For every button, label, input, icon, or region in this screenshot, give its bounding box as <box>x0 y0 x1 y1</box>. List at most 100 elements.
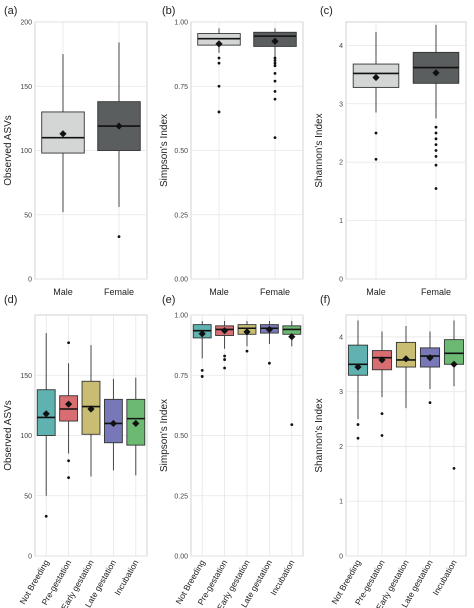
outlier-point <box>217 110 221 114</box>
outlier-point <box>223 354 227 358</box>
y-tick-label: 3 <box>339 101 343 108</box>
y-tick-label: 0.25 <box>174 493 188 500</box>
box-pre-gestation <box>371 331 393 437</box>
y-tick-label: 0.75 <box>174 373 188 380</box>
outlier-point <box>374 157 378 161</box>
panel-2: (b) 0.00 0.25 0.50 0.75 1.00 Simpson's Index Ma… <box>159 5 304 297</box>
panel-label: (e) <box>162 294 175 306</box>
outlier-point <box>245 349 249 353</box>
y-axis-label: Shannon's Index <box>314 398 325 472</box>
y-tick-label: 1.00 <box>174 20 188 27</box>
outlier-point <box>217 84 221 88</box>
box-not-breeding <box>192 321 212 378</box>
mean-marker <box>354 363 362 371</box>
mean-marker <box>115 122 123 130</box>
mean-marker <box>132 419 140 428</box>
mean-marker <box>288 333 296 341</box>
y-axis-label: Observed ASVs <box>3 400 14 471</box>
box-late-gestation <box>259 321 279 365</box>
box-pre-gestation <box>59 341 79 480</box>
outlier-point <box>273 64 277 68</box>
y-tick-label: 1.00 <box>174 313 188 320</box>
mean-marker <box>378 356 386 364</box>
y-tick-label: 50 <box>24 493 32 500</box>
outlier-point <box>434 154 438 158</box>
outlier-point <box>273 72 277 75</box>
outlier-point <box>356 436 360 440</box>
x-category-label: Male <box>209 287 229 297</box>
panel-label: (c) <box>320 5 333 17</box>
y-axis-label: Simpson's Index <box>159 399 170 472</box>
outlier-point <box>428 401 432 405</box>
outlier-point <box>434 143 438 147</box>
x-category-label: Male <box>53 287 73 297</box>
mean-marker <box>265 325 273 334</box>
outlier-point <box>223 358 227 361</box>
box-body <box>443 339 465 365</box>
outlier-point <box>200 375 204 378</box>
y-tick-label: 0 <box>28 554 32 561</box>
y-tick-label: 0.50 <box>174 148 188 155</box>
mean-marker <box>87 405 95 413</box>
y-axis-label: Shannon's Index <box>314 113 325 187</box>
outlier-point <box>380 434 384 437</box>
mean-marker <box>221 327 229 335</box>
box-female <box>253 28 297 140</box>
box-male <box>352 31 400 161</box>
x-category-label: Female <box>421 287 451 297</box>
box-not-breeding <box>347 320 369 440</box>
y-tick-label: 1 <box>339 218 343 225</box>
box-not-breeding <box>36 333 56 518</box>
mean-marker <box>426 354 434 362</box>
mean-marker <box>59 130 67 138</box>
outlier-point <box>273 56 277 60</box>
mean-marker <box>42 410 50 418</box>
panel-label: (d) <box>4 294 17 306</box>
mean-marker <box>198 330 206 338</box>
outlier-point <box>374 131 378 135</box>
mean-marker <box>450 360 458 368</box>
y-tick-label: 1 <box>339 499 343 506</box>
y-tick-label: 150 <box>20 373 32 380</box>
y-axis-label: Simpson's Index <box>159 114 170 187</box>
mean-marker <box>372 73 380 82</box>
outlier-point <box>434 131 438 135</box>
box-male <box>197 28 241 114</box>
y-tick-label: 0.50 <box>174 433 188 440</box>
y-tick-label: 2 <box>339 444 343 451</box>
box-late-gestation <box>419 331 441 405</box>
outlier-point <box>434 187 438 190</box>
y-tick-label: 150 <box>20 84 32 91</box>
y-tick-label: 4 <box>339 334 343 341</box>
y-axis-label: Observed ASVs <box>3 115 14 186</box>
box-incubation <box>443 320 465 470</box>
outlier-point <box>434 125 438 129</box>
outlier-point <box>200 369 204 372</box>
outlier-point <box>273 79 277 83</box>
outlier-point <box>273 136 277 140</box>
panel-label: (a) <box>4 5 17 17</box>
box-early-gestation <box>395 325 417 409</box>
mean-marker <box>65 400 73 408</box>
outlier-point <box>290 423 294 427</box>
outlier-point <box>273 89 277 93</box>
panel-3: (c) 0 1 2 3 4 Shannon's Index Male Female <box>314 5 467 297</box>
outlier-point <box>273 97 277 101</box>
y-tick-label: 0 <box>339 554 343 561</box>
box-female <box>97 42 141 238</box>
outlier-point <box>452 466 456 470</box>
box-male <box>41 54 85 213</box>
outlier-point <box>67 341 70 345</box>
y-tick-label: 100 <box>20 433 32 440</box>
box-early-gestation <box>237 321 257 353</box>
mean-marker <box>432 69 440 77</box>
y-tick-label: 0.00 <box>174 277 188 284</box>
panel-label: (f) <box>320 294 330 306</box>
outlier-point <box>273 61 277 65</box>
outlier-point <box>117 235 121 238</box>
outlier-point <box>434 163 438 167</box>
outlier-point <box>356 423 360 426</box>
y-tick-label: 0.75 <box>174 84 188 91</box>
mean-marker <box>271 37 279 45</box>
